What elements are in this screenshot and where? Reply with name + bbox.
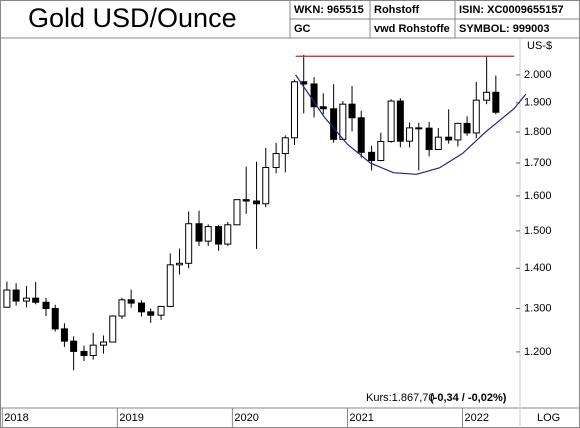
- candle-body: [272, 153, 280, 169]
- candle-body: [185, 223, 193, 264]
- candle-body: [42, 301, 50, 309]
- candle-body: [387, 100, 395, 142]
- y-tick-label: 1.900: [524, 97, 552, 109]
- candle-body: [242, 199, 250, 202]
- header-cell: vwd Rohstoffe: [374, 23, 450, 35]
- x-tick-label: 2020: [234, 412, 258, 424]
- candle-body: [60, 328, 68, 342]
- candle-body: [224, 224, 232, 245]
- candle-body: [377, 140, 385, 161]
- x-tick-label: 2021: [349, 412, 373, 424]
- y-tick-label: 1.300: [524, 302, 552, 314]
- candle-body: [415, 127, 423, 130]
- candle-body: [454, 122, 462, 141]
- candle-body: [215, 226, 223, 245]
- candle-body: [434, 136, 442, 151]
- candle-body: [204, 226, 212, 242]
- candle-body: [348, 103, 356, 119]
- candle-body: [368, 151, 376, 161]
- candle-body: [32, 297, 40, 303]
- x-tick-label: 2018: [4, 412, 28, 424]
- trend-curve: [295, 74, 527, 175]
- y-tick-label: 1.500: [524, 225, 552, 237]
- candle-body: [89, 344, 97, 357]
- candle-body: [118, 299, 126, 317]
- y-tick-label: 1.800: [524, 126, 552, 138]
- candle-body: [330, 108, 338, 140]
- y-tick-label: 1.200: [524, 346, 552, 358]
- x-tick-label: 2019: [119, 412, 143, 424]
- candle-body: [70, 340, 78, 352]
- candle-body: [310, 83, 318, 108]
- candle-body: [195, 223, 203, 242]
- candle-body: [3, 289, 11, 308]
- y-tick-label: 1.400: [524, 262, 552, 274]
- candle-body: [339, 103, 347, 140]
- header-cell: ISIN: XC0009655157: [459, 4, 564, 16]
- candle-body: [281, 137, 289, 155]
- candle-body: [483, 91, 491, 101]
- y-tick-label: 1.700: [524, 157, 552, 169]
- header-cell: SYMBOL: 999003: [459, 23, 549, 35]
- candle-body: [262, 167, 270, 205]
- candle-body: [127, 299, 135, 304]
- candle-body: [166, 264, 174, 307]
- candle-body: [100, 341, 108, 346]
- candle-body: [138, 302, 146, 313]
- quote-change: (-0,34 / -0,02%): [430, 392, 507, 404]
- candle-body: [319, 106, 327, 110]
- candle-body: [253, 200, 261, 205]
- y-unit: US-$: [527, 40, 552, 52]
- candle-body: [425, 127, 433, 151]
- candle-body: [51, 307, 59, 330]
- candle-body: [472, 99, 480, 134]
- candle-body: [233, 199, 241, 226]
- candle-body: [80, 350, 88, 357]
- x-tick-label: 2022: [464, 412, 488, 424]
- candle-body: [396, 100, 404, 142]
- candle-body: [492, 91, 500, 113]
- candle-body: [357, 117, 365, 153]
- candle-body: [175, 262, 183, 266]
- candle-body: [406, 127, 414, 142]
- candle-body: [12, 289, 20, 302]
- header-cell: GC: [294, 23, 311, 35]
- quote-label: Kurs:1.867,70: [366, 392, 435, 404]
- candle-body: [109, 315, 117, 343]
- header-title: Gold USD/Ounce: [28, 3, 237, 33]
- candle-body: [463, 122, 471, 134]
- header-cell: Rohstoff: [374, 4, 420, 16]
- scale-label: LOG: [537, 412, 560, 424]
- candle-body: [22, 297, 30, 302]
- candle-body: [291, 81, 299, 139]
- header-cell: WKN: 965515: [294, 4, 364, 16]
- candle-body: [157, 305, 165, 316]
- candle-body: [147, 311, 155, 316]
- y-tick-label: 1.600: [524, 190, 552, 202]
- y-tick-label: 2.000: [524, 69, 552, 81]
- candle-body: [445, 136, 453, 141]
